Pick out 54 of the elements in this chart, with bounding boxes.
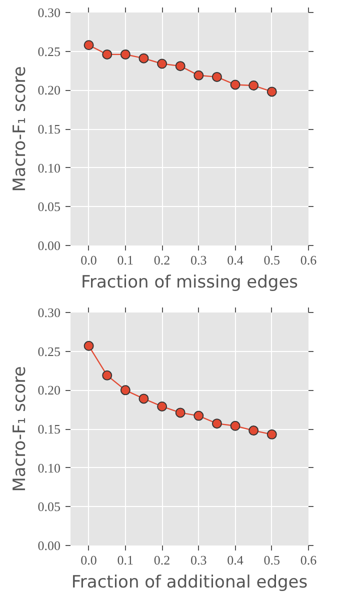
point	[175, 61, 186, 72]
point	[230, 420, 240, 431]
point	[84, 40, 94, 50]
x-tick-label: 0.0	[80, 252, 97, 268]
y-tick-label: 0.30	[38, 5, 60, 20]
y-axis-title: Macro-F₁ score	[10, 366, 30, 492]
y-tick-label: 0.05	[38, 199, 60, 214]
point	[248, 426, 259, 436]
point	[120, 49, 130, 60]
point	[248, 80, 259, 90]
point	[194, 70, 204, 80]
x-tick-label: 0.6	[300, 552, 318, 568]
point	[266, 86, 277, 97]
x-tick-label: 0.4	[227, 552, 244, 568]
y-tick-label: 0.15	[38, 422, 60, 436]
x-tick-label: 0.5	[264, 552, 280, 568]
point	[230, 80, 240, 90]
y-axis-title: Macro-F₁ score	[10, 66, 30, 192]
point	[120, 385, 130, 396]
x-axis-title: Fraction of additional edges	[71, 572, 308, 592]
point	[212, 72, 222, 82]
point	[102, 370, 112, 380]
y-tick-label: 0.05	[38, 499, 60, 514]
point	[194, 410, 204, 421]
point	[212, 418, 222, 429]
y-tick-label: 0.15	[38, 122, 60, 136]
y-tick-label: 0.25	[38, 344, 60, 359]
x-tick-label: 0.3	[190, 552, 207, 568]
x-tick-label: 0.4	[227, 252, 244, 268]
x-tick-label: 0.1	[117, 552, 134, 568]
x-tick-label: 0.2	[154, 552, 170, 568]
y-tick-label: 0.00	[38, 238, 60, 253]
y-tick-label: 0.30	[38, 305, 60, 320]
x-tick-label: 0.6	[300, 252, 318, 268]
y-tick-label: 0.00	[38, 538, 60, 553]
x-tick-label: 0.3	[190, 252, 207, 268]
point	[138, 394, 149, 404]
x-tick-label: 0.1	[117, 252, 134, 268]
y-tick-label: 0.10	[38, 460, 60, 476]
point	[175, 408, 186, 418]
x-tick-label: 0.5	[264, 252, 280, 268]
point	[266, 429, 277, 440]
point	[138, 53, 149, 64]
point	[102, 49, 112, 60]
y-tick-label: 0.25	[38, 44, 60, 59]
x-tick-label: 0.0	[80, 552, 97, 568]
x-axis-title: Fraction of missing edges	[80, 272, 298, 292]
point	[157, 401, 168, 412]
x-tick-label: 0.2	[154, 252, 170, 268]
y-tick-label: 0.20	[38, 382, 60, 398]
y-tick-label: 0.20	[38, 82, 60, 98]
y-tick-label: 0.10	[38, 160, 60, 176]
point	[84, 340, 94, 351]
point	[157, 58, 168, 69]
